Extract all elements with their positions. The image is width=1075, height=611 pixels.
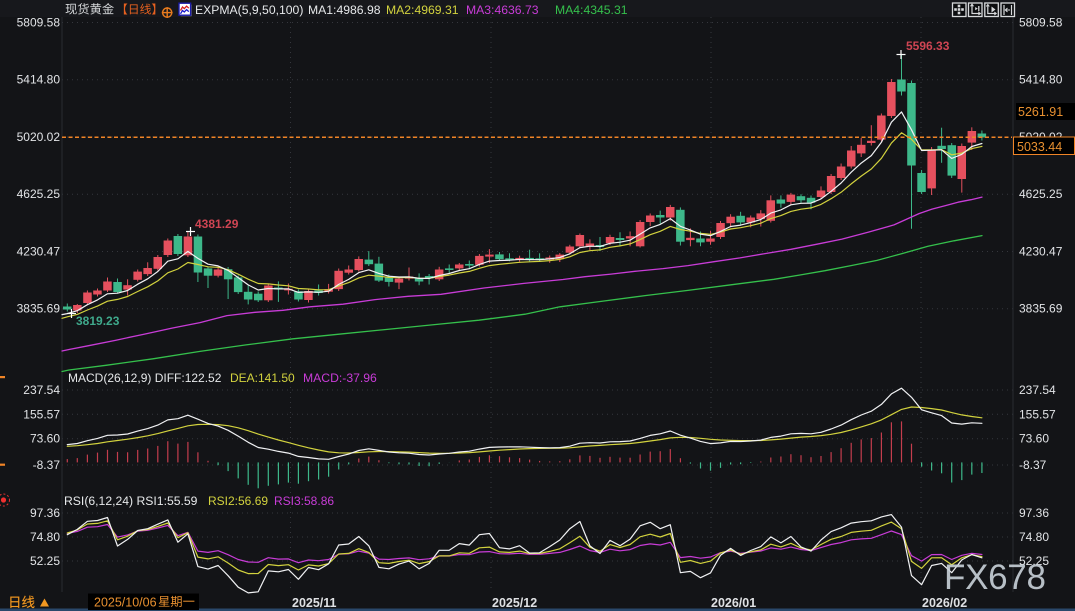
- svg-text:155.57: 155.57: [1019, 407, 1056, 421]
- svg-text:MA2:4969.31: MA2:4969.31: [386, 3, 459, 17]
- svg-text:MA3:4636.73: MA3:4636.73: [466, 3, 539, 17]
- svg-text:2026/01: 2026/01: [711, 596, 756, 610]
- svg-text:3835.69: 3835.69: [17, 302, 61, 316]
- svg-text:4230.47: 4230.47: [17, 245, 61, 259]
- svg-text:4381.29: 4381.29: [195, 217, 239, 231]
- svg-text:MA1:4986.98: MA1:4986.98: [308, 3, 381, 17]
- svg-text:RSI3:58.86: RSI3:58.86: [274, 494, 334, 508]
- svg-text:5414.80: 5414.80: [17, 73, 61, 87]
- svg-text:52.25: 52.25: [30, 554, 60, 568]
- svg-text:237.54: 237.54: [1019, 383, 1056, 397]
- svg-text:RSI(6,12,24) RSI1:55.59: RSI(6,12,24) RSI1:55.59: [64, 494, 198, 508]
- svg-text:4625.25: 4625.25: [17, 187, 61, 201]
- svg-text:-8.37: -8.37: [33, 458, 61, 472]
- svg-text:73.60: 73.60: [1019, 432, 1049, 446]
- svg-text:2025/10/06: 2025/10/06: [94, 596, 157, 610]
- svg-text:73.60: 73.60: [30, 432, 60, 446]
- svg-text:155.57: 155.57: [23, 407, 60, 421]
- svg-text:5596.33: 5596.33: [906, 39, 950, 53]
- svg-text:97.36: 97.36: [30, 506, 60, 520]
- svg-text:MA4:4345.31: MA4:4345.31: [555, 3, 628, 17]
- svg-text:MACD:-37.96: MACD:-37.96: [303, 371, 377, 385]
- svg-text:EXPMA(5,9,50,100): EXPMA(5,9,50,100): [195, 3, 303, 17]
- svg-text:2025/11: 2025/11: [292, 596, 337, 610]
- svg-text:2026/02: 2026/02: [922, 596, 967, 610]
- svg-text:FX678: FX678: [944, 558, 1046, 597]
- svg-text:97.36: 97.36: [1019, 506, 1049, 520]
- svg-text:74.80: 74.80: [30, 530, 60, 544]
- svg-text:RSI2:56.69: RSI2:56.69: [208, 494, 268, 508]
- svg-text:5033.44: 5033.44: [1017, 140, 1062, 154]
- svg-text:5261.91: 5261.91: [1018, 105, 1063, 119]
- svg-text:2025/12: 2025/12: [492, 596, 537, 610]
- svg-text:5809.58: 5809.58: [1019, 16, 1063, 30]
- svg-text:5414.80: 5414.80: [1019, 73, 1063, 87]
- svg-text:5809.58: 5809.58: [17, 16, 61, 30]
- svg-text:5020.02: 5020.02: [17, 130, 61, 144]
- svg-text:DEA:141.50: DEA:141.50: [230, 371, 295, 385]
- svg-text:-8.37: -8.37: [1019, 458, 1047, 472]
- svg-text:3819.23: 3819.23: [76, 314, 120, 328]
- svg-text:4625.25: 4625.25: [1019, 187, 1063, 201]
- svg-text:3835.69: 3835.69: [1019, 302, 1063, 316]
- svg-text:MACD(26,12,9) DIFF:122.52: MACD(26,12,9) DIFF:122.52: [68, 371, 222, 385]
- svg-text:74.80: 74.80: [1019, 530, 1049, 544]
- svg-text:52.25: 52.25: [1019, 554, 1049, 568]
- svg-text:237.54: 237.54: [23, 383, 60, 397]
- svg-text:4230.47: 4230.47: [1019, 245, 1063, 259]
